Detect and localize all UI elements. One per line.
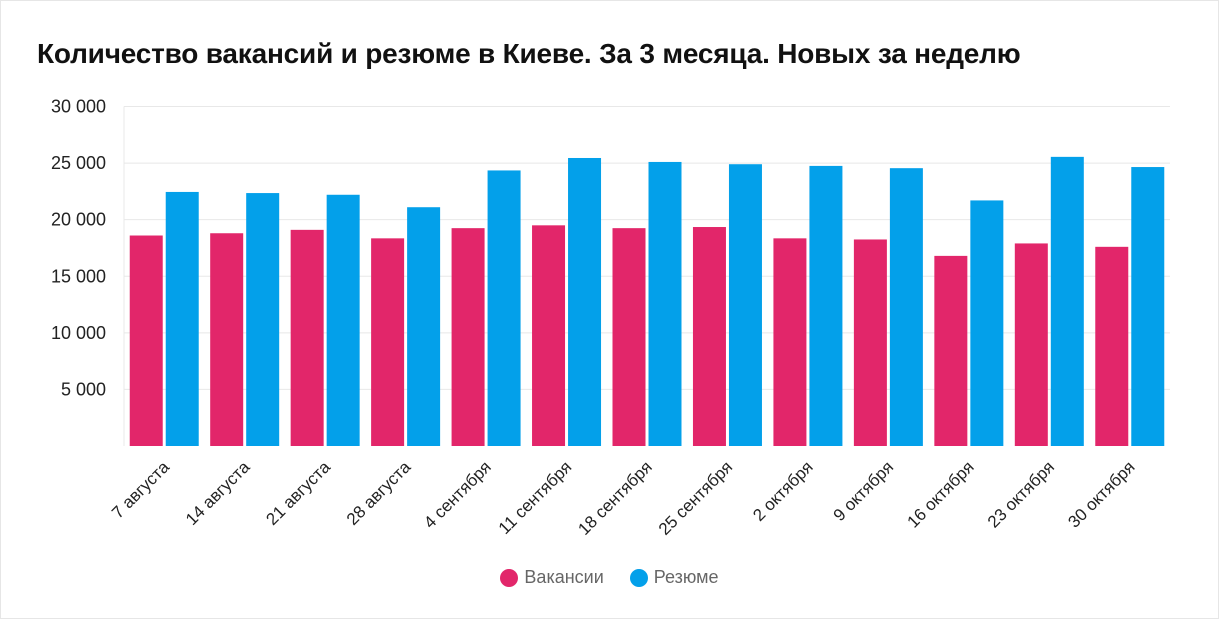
x-tick-label: 18 сентября [574,457,655,538]
x-tick-label: 14 августа [182,457,254,529]
x-tick-label: 21 августа [262,457,334,529]
bar-resumes [728,164,762,446]
y-tick-label: 20 000 [51,210,106,230]
x-tick-label: 25 сентября [655,457,736,538]
bar-vacancies [532,225,566,446]
x-tick-label: 7 августа [108,457,173,522]
legend: Вакансии Резюме [0,567,1219,588]
bar-vacancies [129,235,163,446]
bar-resumes [407,207,441,446]
bar-vacancies [934,255,968,446]
bar-resumes [246,193,280,446]
bar-vacancies [210,233,244,446]
y-tick-label: 30 000 [51,97,106,117]
bar-vacancies [773,238,807,446]
legend-vacancies-marker [500,568,519,587]
x-tick-label: 23 октября [984,457,1058,531]
y-tick-label: 25 000 [51,153,106,173]
x-tick-label: 11 сентября [495,457,576,538]
x-tick-label: 28 августа [343,457,415,529]
bar-resumes [1131,167,1165,446]
bar-resumes [568,157,602,446]
legend-resumes-marker [629,568,648,587]
bar-vacancies [1014,243,1048,446]
bar-vacancies [290,229,324,446]
bar-resumes [970,200,1004,446]
legend-item-resumes[interactable]: Резюме [629,567,719,588]
bar-resumes [648,161,682,446]
bar-vacancies [451,228,485,446]
legend-item-vacancies[interactable]: Вакансии [500,567,604,588]
legend-resumes-label: Резюме [653,567,719,587]
bar-resumes [326,194,360,446]
x-tick-label: 30 октября [1064,457,1138,531]
bar-resumes [165,191,199,446]
bar-resumes [809,165,843,446]
bar-vacancies [612,228,646,446]
y-tick-label: 5 000 [61,379,106,399]
legend-vacancies-label: Вакансии [524,567,604,587]
bar-resumes [889,168,923,446]
x-tick-label: 16 октября [903,457,977,531]
bar-resumes [487,170,521,447]
bar-vacancies [371,238,405,446]
bar-vacancies [853,239,887,446]
x-tick-label: 4 сентября [420,457,495,532]
chart-title: Количество вакансий и резюме в Киеве. За… [37,38,1021,69]
x-tick-label: 9 октября [830,457,898,525]
bar-vacancies [692,227,726,446]
y-tick-label: 10 000 [51,323,106,343]
x-tick-label: 2 октября [749,457,817,525]
bar-resumes [1050,156,1084,446]
bar-vacancies [1095,246,1129,446]
y-tick-label: 15 000 [51,266,106,286]
